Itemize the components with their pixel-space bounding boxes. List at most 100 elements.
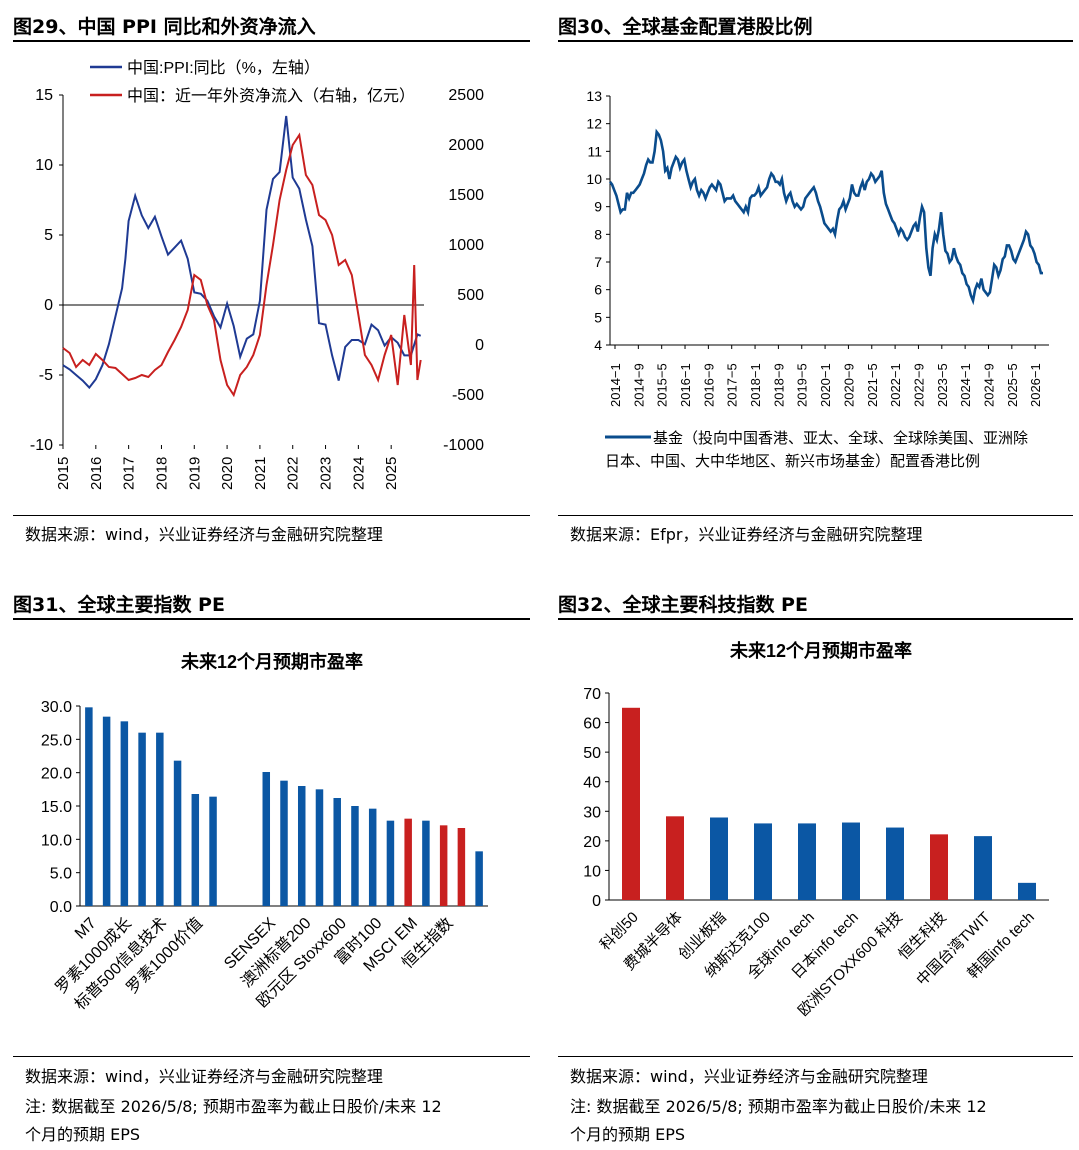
bar-20 bbox=[475, 851, 483, 906]
x-tick-label: 2019 bbox=[186, 457, 203, 490]
bar-14 bbox=[368, 808, 377, 906]
bar-10 bbox=[297, 786, 306, 906]
panel4-source: 数据来源：wind，兴业证券经济与金融研究院整理 bbox=[570, 1067, 928, 1086]
x-tick-label: 2025−5 bbox=[1005, 363, 1020, 407]
x-tick-label: 2024−1 bbox=[958, 363, 973, 407]
y-tick-label: 15.0 bbox=[41, 799, 72, 816]
x-tick-label: 2015−5 bbox=[655, 363, 670, 407]
panel1-title-rule bbox=[13, 40, 530, 42]
x-tick-label: 2014−1 bbox=[608, 363, 623, 407]
x-tick-label: 2020 bbox=[219, 457, 236, 490]
y-tick-label: 70 bbox=[583, 686, 601, 703]
y-tick-label: 5 bbox=[44, 227, 53, 244]
y-tick-label: 0 bbox=[44, 297, 53, 314]
ppi-flow-chart: 15 10 5 0 -5 -10 2500 2000 1500 1000 500 0 -500 -1000… bbox=[30, 59, 484, 490]
y-tick-label: 60 bbox=[583, 716, 601, 733]
y2-tick-label: -500 bbox=[452, 387, 484, 404]
bar-2 bbox=[710, 817, 728, 900]
x-tick-label: 2022−1 bbox=[888, 363, 903, 407]
series-line-0 bbox=[608, 128, 1043, 306]
panel2-title-rule bbox=[558, 40, 1073, 42]
y-tick-label: -5 bbox=[39, 367, 53, 384]
x-tick-label: 2024−9 bbox=[981, 363, 996, 407]
category-label: M7 bbox=[72, 915, 100, 943]
x-tick-label: 2016−1 bbox=[678, 363, 693, 407]
series-line-1 bbox=[62, 132, 422, 398]
y-tick-label: 30 bbox=[583, 804, 601, 821]
panel1-title: 图29、中国 PPI 同比和外资净流入 bbox=[13, 16, 316, 38]
bar-9 bbox=[1018, 882, 1036, 900]
bar-0 bbox=[622, 707, 640, 900]
panel4-note-line2: 个月的预期 EPS bbox=[570, 1125, 686, 1144]
bar-3 bbox=[138, 732, 146, 906]
panel3-source: 数据来源：wind，兴业证券经济与金融研究院整理 bbox=[25, 1067, 383, 1086]
x-tick-label: 2021 bbox=[252, 457, 269, 490]
bar-8 bbox=[974, 836, 992, 900]
panel2-title: 图30、全球基金配置港股比例 bbox=[558, 16, 813, 38]
bar-9 bbox=[280, 780, 288, 906]
y-tick-label: 30.0 bbox=[41, 699, 72, 716]
y-tick-label: 40 bbox=[583, 775, 601, 792]
bar-17 bbox=[422, 820, 430, 906]
y2-tick-label: 1000 bbox=[448, 237, 484, 254]
panel2-source-rule bbox=[558, 515, 1073, 516]
chart-title: 未来12个月预期市盈率 bbox=[181, 651, 363, 672]
panel3-note-line2: 个月的预期 EPS bbox=[25, 1125, 141, 1144]
y-tick-label: -10 bbox=[30, 437, 53, 454]
y2-tick-label: 500 bbox=[457, 287, 484, 304]
bar-18 bbox=[439, 825, 448, 906]
y2-tick-label: 2500 bbox=[448, 87, 484, 104]
bar-1 bbox=[666, 816, 684, 900]
bar-11 bbox=[315, 789, 324, 906]
panel4-note-line1: 注: 数据截至 2026/5/8; 预期市盈率为截止日股价/未来 12 bbox=[570, 1097, 987, 1116]
x-tick-label: 2014−9 bbox=[631, 363, 646, 407]
panel4-source-rule bbox=[558, 1056, 1073, 1057]
x-tick-label: 2026−1 bbox=[1028, 363, 1043, 407]
y-tick-label: 0 bbox=[592, 893, 601, 910]
bar-13 bbox=[351, 806, 359, 906]
bar-7 bbox=[209, 796, 217, 906]
bar-3 bbox=[754, 823, 772, 900]
y-tick-label: 9 bbox=[594, 199, 602, 215]
x-tick-label: 2020−9 bbox=[841, 363, 856, 407]
x-tick-label: 2017 bbox=[121, 457, 138, 490]
y-tick-label: 13 bbox=[586, 88, 602, 104]
y2-tick-label: -1000 bbox=[443, 437, 484, 454]
bar-15 bbox=[386, 820, 395, 906]
y-tick-label: 15 bbox=[35, 87, 53, 104]
bar-6 bbox=[191, 794, 200, 906]
x-tick-label: 2020−1 bbox=[818, 363, 833, 407]
chart-title: 未来12个月预期市盈率 bbox=[730, 640, 912, 661]
x-tick-label: 2019−5 bbox=[795, 363, 810, 407]
bar-0 bbox=[85, 707, 93, 906]
y-tick-label: 10.0 bbox=[41, 832, 72, 849]
tech-pe-chart: 未来12个月预期市盈率706050403020100科创50费城半导体创业板指纳… bbox=[583, 640, 1049, 1020]
bar-8 bbox=[262, 772, 271, 906]
y-tick-label: 6 bbox=[594, 282, 602, 298]
panel2-source: 数据来源：Efpr，兴业证券经济与金融研究院整理 bbox=[570, 525, 923, 544]
x-tick-label: 2025 bbox=[383, 457, 400, 490]
hk-allocation-chart: 13 12 11 10 9 8 7 6 5 4 2014−1 2014−9 2015−5 2016−1 20… bbox=[586, 88, 1049, 470]
y-tick-label: 25.0 bbox=[41, 732, 72, 749]
panel1-source: 数据来源：wind，兴业证券经济与金融研究院整理 bbox=[25, 525, 383, 544]
y2-tick-label: 1500 bbox=[448, 187, 484, 204]
panel4-title-rule bbox=[558, 618, 1073, 620]
y-tick-label: 8 bbox=[594, 226, 602, 242]
x-tick-label: 2023 bbox=[318, 457, 335, 490]
legend-label-0: 中国:PPI:同比（%，左轴） bbox=[127, 59, 320, 77]
bar-16 bbox=[404, 818, 412, 906]
y-tick-label: 10 bbox=[586, 171, 602, 187]
bar-19 bbox=[457, 828, 466, 906]
bar-7 bbox=[930, 834, 948, 900]
y-tick-label: 10 bbox=[583, 863, 601, 880]
y-tick-label: 11 bbox=[587, 143, 602, 159]
x-tick-label: 2022−9 bbox=[911, 363, 926, 407]
x-tick-label: 2022 bbox=[285, 457, 302, 490]
bar-6 bbox=[886, 827, 904, 900]
y-tick-label: 10 bbox=[35, 157, 53, 174]
x-tick-label: 2018−1 bbox=[748, 363, 763, 407]
panel4-title: 图32、全球主要科技指数 PE bbox=[558, 594, 808, 616]
global-pe-chart: 未来12个月预期市盈率30.025.020.015.010.05.00.0M7罗… bbox=[41, 651, 488, 1014]
x-tick-label: 2018 bbox=[153, 457, 170, 490]
panel3-title: 图31、全球主要指数 PE bbox=[13, 594, 225, 616]
